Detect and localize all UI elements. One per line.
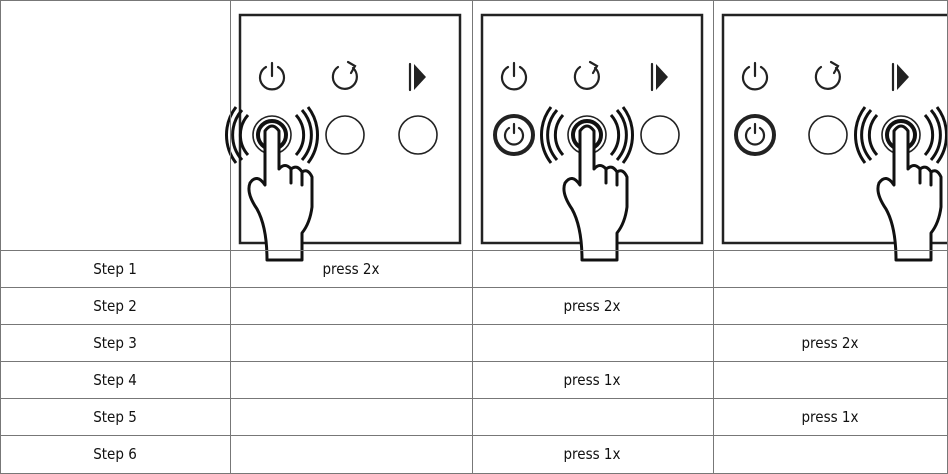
- step-label: Step 2: [93, 297, 137, 315]
- step-label: Step 5: [93, 408, 137, 426]
- action-text: press 1x: [563, 371, 620, 389]
- panel-1: [224, 13, 462, 262]
- panel-3: [721, 13, 948, 262]
- step-label: Step 1: [93, 260, 137, 278]
- step-label: Step 6: [93, 445, 137, 463]
- panel-2: [480, 13, 704, 262]
- action-text: press 2x: [801, 334, 858, 352]
- action-text: press 2x: [322, 260, 379, 278]
- action-text: press 1x: [801, 408, 858, 426]
- action-text: press 1x: [563, 445, 620, 463]
- action-text: press 2x: [563, 297, 620, 315]
- step-label: Step 3: [93, 334, 137, 352]
- step-label: Step 4: [93, 371, 137, 389]
